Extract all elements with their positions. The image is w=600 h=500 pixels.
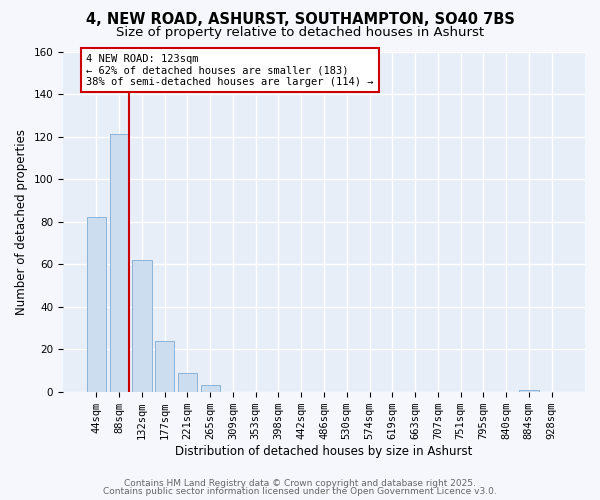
- Bar: [155, 340, 175, 392]
- Text: Contains HM Land Registry data © Crown copyright and database right 2025.: Contains HM Land Registry data © Crown c…: [124, 478, 476, 488]
- X-axis label: Distribution of detached houses by size in Ashurst: Distribution of detached houses by size …: [175, 444, 473, 458]
- Text: 4, NEW ROAD, ASHURST, SOUTHAMPTON, SO40 7BS: 4, NEW ROAD, ASHURST, SOUTHAMPTON, SO40 …: [86, 12, 514, 28]
- Bar: [110, 134, 129, 392]
- Bar: [200, 386, 220, 392]
- Y-axis label: Number of detached properties: Number of detached properties: [15, 128, 28, 314]
- Text: Size of property relative to detached houses in Ashurst: Size of property relative to detached ho…: [116, 26, 484, 39]
- Text: 4 NEW ROAD: 123sqm
← 62% of detached houses are smaller (183)
38% of semi-detach: 4 NEW ROAD: 123sqm ← 62% of detached hou…: [86, 54, 374, 87]
- Bar: [132, 260, 152, 392]
- Bar: [178, 372, 197, 392]
- Bar: [519, 390, 539, 392]
- Text: Contains public sector information licensed under the Open Government Licence v3: Contains public sector information licen…: [103, 487, 497, 496]
- Bar: [87, 218, 106, 392]
